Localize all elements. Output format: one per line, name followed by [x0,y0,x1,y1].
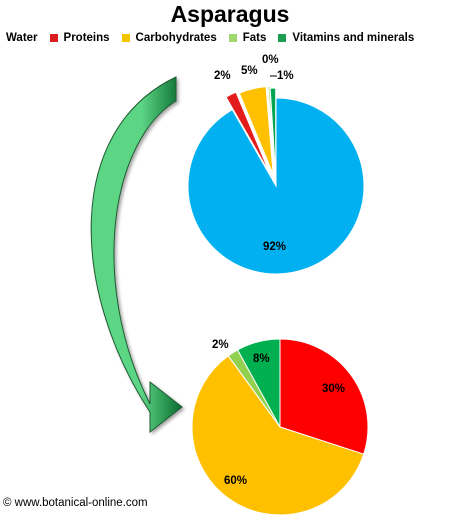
pie-before-label-fats: 0% [262,54,279,66]
legend-swatch-carbohydrates [121,34,130,42]
source-credit: © www.botanical-online.com [3,497,148,509]
pie-chart-before: 92% 2% 5% 0% 1% [187,54,365,275]
transition-arrow [90,76,183,434]
pie-after-label-fats: 2% [212,339,229,351]
pie-before-slice-carbohydrates [238,86,274,175]
pie-chart-after: 30% 60% 2% 8% [191,338,369,516]
legend-label-fats: Fats [242,32,267,44]
pie-after-slice-vitamins-and-minerals [236,338,281,428]
pie-after-slice-carbohydrates [191,355,365,516]
legend-item-proteins: Proteins [49,32,110,44]
pie-after-slice-proteins [279,338,369,455]
chart-title: Asparagus [170,1,290,27]
legend-label-vitamins: Vitamins and minerals [292,32,415,44]
legend-label-water: Water [6,32,38,44]
pie-before-slice-vitamins-and-minerals [269,87,277,177]
pie-before-label-vitamins-and-minerals: 1% [277,70,294,82]
pie-after-label-carbohydrates: 60% [224,475,247,487]
pie-after-label-proteins: 30% [322,383,345,395]
legend-item-vitamins: Vitamins and minerals [278,32,414,44]
legend-label-carbohydrates: Carbohydrates [135,32,217,44]
pie-after-label-vitamins-and-minerals: 8% [253,353,270,365]
pie-before-slice-fats [267,85,276,175]
pie-before-label-carbohydrates: 5% [241,65,258,77]
legend-label-proteins: Proteins [63,32,110,44]
legend-swatch-fats [228,34,237,42]
pie-before-slice-proteins [225,91,271,174]
legend-item-carbohydrates: Carbohydrates [121,32,217,44]
legend-item-fats: Fats [228,32,267,44]
pie-before-slice-water [187,97,365,275]
legend: Water Proteins Carbohydrates Fats Vitami… [6,30,414,46]
legend-swatch-vitamins [278,34,287,42]
legend-item-water: Water [6,32,38,44]
pie-before-label-proteins: 2% [214,70,231,82]
legend-swatch-proteins [49,34,58,42]
pie-before-label-water: 92% [263,241,286,253]
